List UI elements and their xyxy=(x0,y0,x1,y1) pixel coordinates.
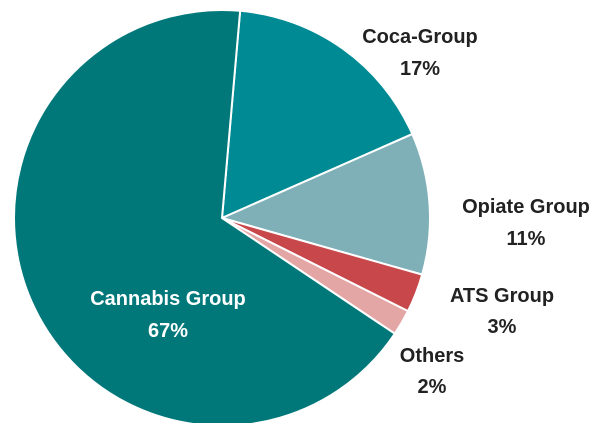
slice-value-cannabis-group: 67% xyxy=(148,320,188,342)
slice-label-ats-group: ATS Group xyxy=(450,285,554,307)
label-coca-group: Coca-Group 17% xyxy=(362,26,478,80)
label-opiate-group: Opiate Group 11% xyxy=(462,196,590,250)
slice-value-ats-group: 3% xyxy=(488,316,517,338)
label-cannabis-group: Cannabis Group 67% xyxy=(90,288,246,342)
slice-value-others: 2% xyxy=(418,376,447,398)
label-ats-group: ATS Group 3% xyxy=(450,285,554,338)
slice-label-cannabis-group: Cannabis Group xyxy=(90,288,246,310)
slice-label-others: Others xyxy=(400,345,464,367)
pie-slices xyxy=(13,9,431,423)
slice-label-coca-group: Coca-Group xyxy=(362,26,478,48)
slice-value-coca-group: 17% xyxy=(400,58,440,80)
label-others: Others 2% xyxy=(400,345,464,398)
pie-slice-opiate-group xyxy=(221,133,431,276)
slice-label-opiate-group: Opiate Group xyxy=(462,196,590,218)
pie-slice-coca-group xyxy=(221,9,414,219)
slice-value-opiate-group: 11% xyxy=(507,228,546,250)
pie-slice-cannabis-group xyxy=(13,9,396,423)
